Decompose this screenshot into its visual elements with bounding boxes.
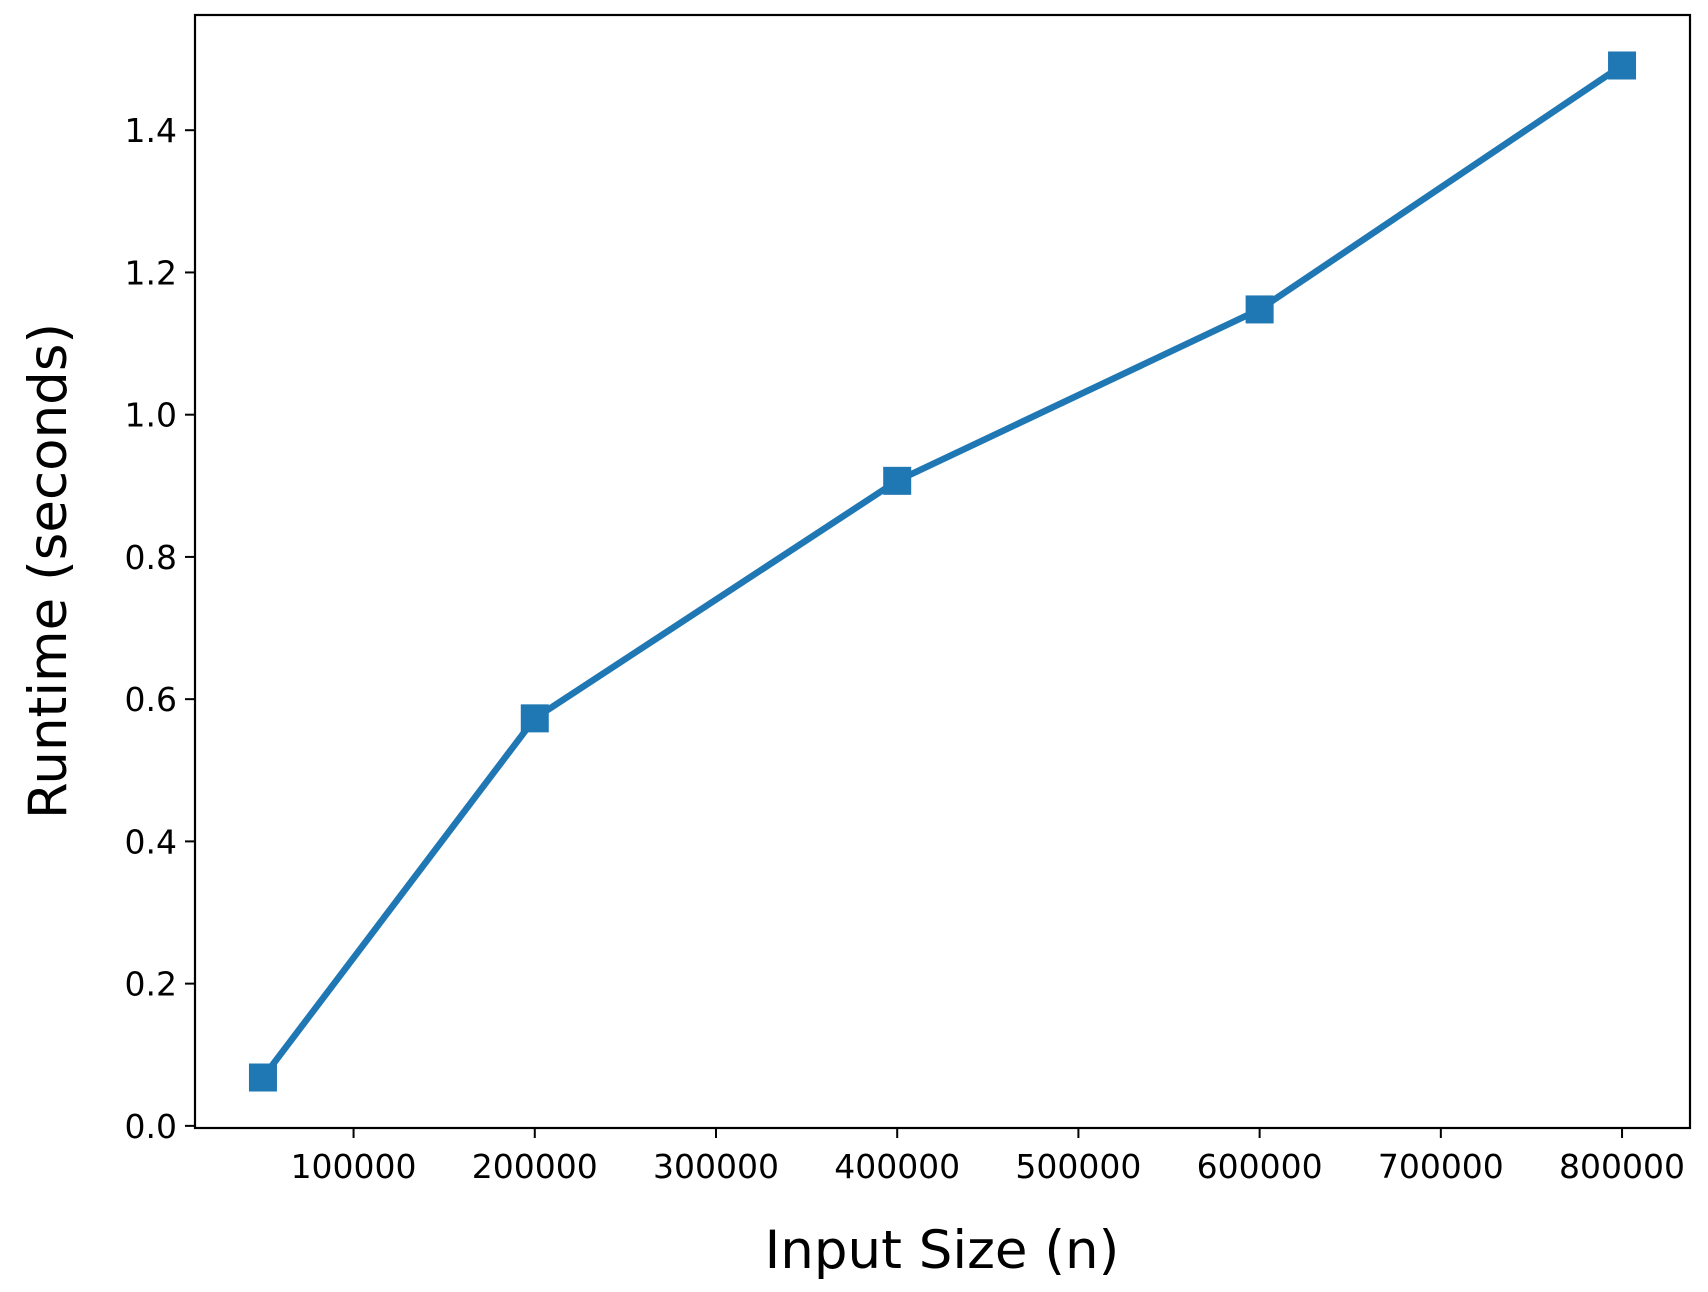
data-point-marker — [883, 466, 912, 495]
y-tick-label: 0.8 — [125, 538, 177, 577]
y-tick-label: 1.4 — [125, 111, 177, 150]
data-point-marker — [1245, 295, 1274, 324]
x-tick-label: 100000 — [291, 1147, 417, 1186]
x-tick-label: 700000 — [1378, 1147, 1504, 1186]
data-point-marker — [520, 704, 549, 733]
x-tick-label: 500000 — [1015, 1147, 1141, 1186]
x-tick-label: 600000 — [1197, 1147, 1323, 1186]
x-tick-label: 800000 — [1559, 1147, 1685, 1186]
y-tick-label: 0.4 — [125, 822, 177, 861]
y-tick-label: 0.2 — [125, 965, 177, 1004]
x-tick-label: 400000 — [834, 1147, 960, 1186]
x-tick-label: 300000 — [653, 1147, 779, 1186]
y-tick-label: 0.6 — [125, 680, 177, 719]
y-axis-label: Runtime (seconds) — [18, 323, 79, 819]
y-tick-label: 0.0 — [125, 1107, 177, 1146]
x-tick-label: 200000 — [472, 1147, 598, 1186]
x-axis-label: Input Size (n) — [765, 1220, 1120, 1281]
data-point-marker — [248, 1063, 277, 1092]
y-tick-label: 1.0 — [125, 396, 177, 435]
y-tick-label: 1.2 — [125, 253, 177, 292]
plot-frame — [193, 13, 1692, 1130]
data-point-marker — [1608, 51, 1637, 80]
series-line — [260, 62, 1624, 1080]
